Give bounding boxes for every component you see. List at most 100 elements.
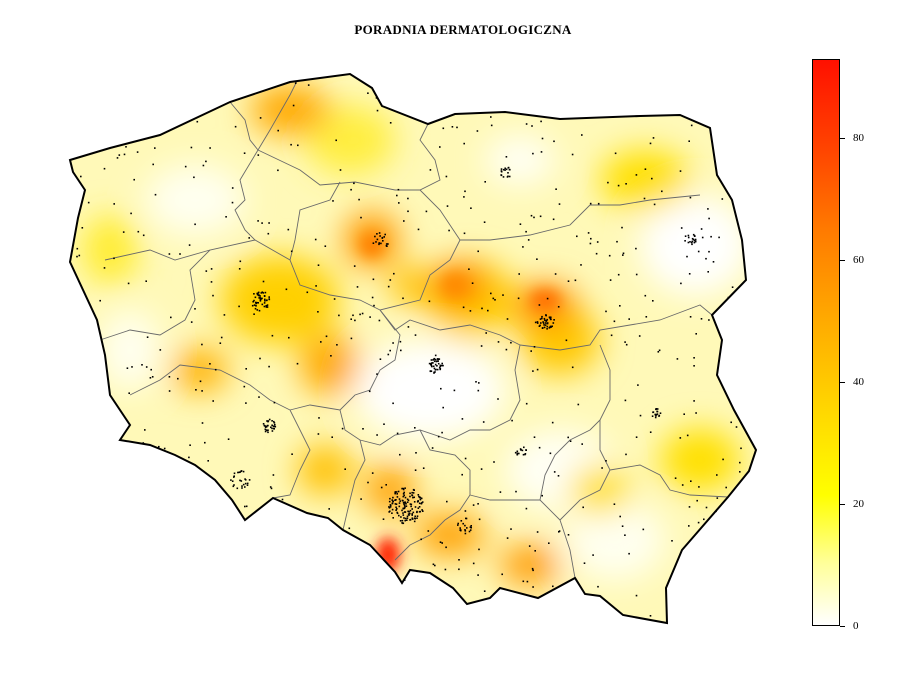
clinic-point bbox=[433, 367, 436, 370]
clinic-point bbox=[406, 501, 409, 503]
clinic-point bbox=[257, 220, 259, 222]
clinic-point bbox=[657, 351, 660, 353]
clinic-point bbox=[438, 366, 441, 369]
clinic-point bbox=[409, 519, 411, 521]
clinic-point bbox=[545, 322, 547, 324]
clinic-point bbox=[705, 506, 708, 509]
clinic-point bbox=[686, 255, 688, 258]
clinic-point bbox=[551, 421, 554, 424]
clinic-point bbox=[464, 457, 467, 460]
clinic-point bbox=[445, 546, 447, 549]
clinic-point bbox=[484, 181, 486, 183]
clinic-point bbox=[625, 343, 628, 346]
clinic-point bbox=[400, 516, 402, 518]
clinic-point bbox=[402, 488, 405, 491]
clinic-point bbox=[439, 365, 442, 368]
clinic-point bbox=[522, 246, 524, 248]
clinic-point bbox=[417, 494, 420, 496]
clinic-point bbox=[506, 318, 509, 320]
clinic-point bbox=[375, 241, 377, 243]
clinic-point bbox=[399, 500, 401, 502]
tick-line bbox=[840, 138, 845, 139]
clinic-point bbox=[168, 390, 171, 392]
clinic-point bbox=[676, 358, 679, 360]
clinic-point bbox=[271, 427, 273, 430]
clinic-point bbox=[239, 260, 242, 263]
clinic-point bbox=[658, 349, 661, 352]
clinic-point bbox=[409, 492, 411, 495]
clinic-point bbox=[481, 307, 483, 310]
clinic-point bbox=[684, 235, 687, 237]
clinic-point bbox=[689, 316, 692, 318]
clinic-point bbox=[413, 520, 416, 523]
clinic-point bbox=[635, 247, 637, 250]
clinic-point bbox=[499, 491, 502, 493]
clinic-point bbox=[103, 167, 106, 170]
clinic-point bbox=[546, 297, 549, 300]
clinic-point bbox=[448, 229, 450, 232]
clinic-point bbox=[99, 299, 101, 302]
clinic-point bbox=[690, 241, 693, 244]
clinic-point bbox=[245, 505, 248, 508]
clinic-point bbox=[392, 500, 394, 503]
clinic-point bbox=[123, 153, 126, 156]
clinic-point bbox=[510, 528, 512, 530]
clinic-point bbox=[625, 453, 627, 456]
clinic-point bbox=[353, 182, 355, 185]
clinic-point bbox=[445, 175, 448, 178]
clinic-point bbox=[331, 436, 333, 438]
clinic-point bbox=[428, 362, 431, 365]
clinic-point bbox=[389, 279, 392, 281]
clinic-point bbox=[549, 326, 551, 329]
clinic-point bbox=[262, 280, 265, 283]
clinic-point bbox=[271, 424, 273, 427]
clinic-point bbox=[722, 458, 724, 461]
clinic-point bbox=[324, 245, 327, 247]
clinic-point bbox=[233, 476, 235, 478]
clinic-point bbox=[639, 414, 642, 417]
clinic-point bbox=[464, 532, 467, 535]
clinic-point bbox=[687, 241, 690, 244]
clinic-point bbox=[690, 480, 692, 482]
clinic-point bbox=[438, 358, 441, 360]
clinic-point bbox=[125, 146, 127, 148]
clinic-point bbox=[401, 509, 403, 512]
clinic-point bbox=[360, 498, 362, 500]
clinic-point bbox=[595, 252, 598, 255]
clinic-point bbox=[266, 306, 269, 308]
clinic-point bbox=[430, 362, 432, 365]
clinic-point bbox=[271, 430, 274, 432]
clinic-point bbox=[392, 496, 394, 499]
clinic-point bbox=[417, 500, 419, 502]
clinic-point bbox=[708, 250, 710, 253]
clinic-point bbox=[617, 273, 620, 276]
clinic-point bbox=[194, 223, 196, 226]
clinic-point bbox=[184, 165, 187, 168]
clinic-point bbox=[545, 320, 547, 322]
clinic-point bbox=[150, 368, 152, 371]
clinic-point bbox=[582, 506, 584, 509]
clinic-point bbox=[285, 288, 288, 291]
clinic-point bbox=[716, 474, 718, 476]
clinic-point bbox=[464, 190, 466, 193]
clinic-point bbox=[671, 540, 673, 542]
clinic-point bbox=[396, 496, 399, 498]
clinic-point bbox=[655, 415, 657, 417]
clinic-point bbox=[442, 127, 445, 130]
clinic-point bbox=[695, 412, 697, 414]
clinic-point bbox=[464, 510, 467, 512]
clinic-point bbox=[483, 221, 486, 223]
clinic-point bbox=[188, 244, 191, 246]
clinic-point bbox=[378, 232, 381, 234]
clinic-point bbox=[261, 222, 263, 224]
clinic-point bbox=[507, 172, 509, 174]
clinic-point bbox=[242, 483, 245, 486]
clinic-point bbox=[259, 295, 261, 297]
clinic-point bbox=[731, 286, 734, 288]
clinic-point bbox=[567, 534, 570, 536]
clinic-point bbox=[404, 506, 406, 508]
clinic-point bbox=[379, 235, 381, 237]
clinic-point bbox=[688, 140, 690, 142]
clinic-point bbox=[551, 325, 553, 328]
clinic-point bbox=[392, 342, 394, 344]
